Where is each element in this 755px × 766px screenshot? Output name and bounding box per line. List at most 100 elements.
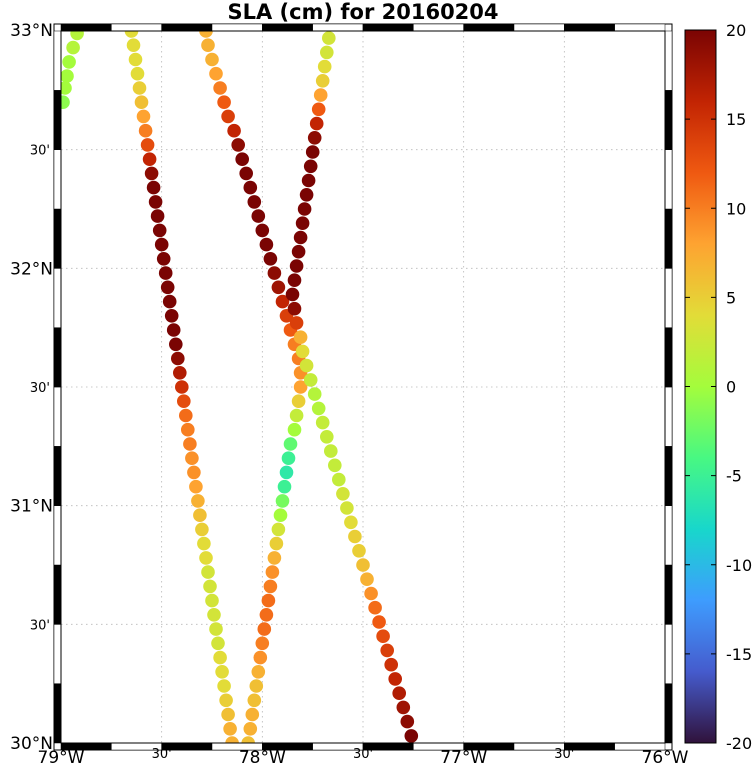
frame-segment-top — [312, 23, 364, 32]
sla-point — [213, 650, 227, 665]
track-3 — [124, 31, 239, 743]
y-tick-label: 31°N — [10, 497, 53, 517]
sla-point — [384, 657, 399, 672]
sla-point — [336, 487, 350, 501]
frame-segment-top — [463, 23, 515, 32]
frame-segment-right — [664, 149, 673, 210]
sla-point — [313, 88, 328, 102]
frame-segment-left — [53, 505, 62, 566]
y-tick-label: 33°N — [10, 21, 53, 41]
x-tick-label: 76°W — [642, 748, 689, 766]
sla-point — [275, 294, 290, 309]
frame-segment-right — [664, 268, 673, 328]
sla-point — [287, 422, 302, 437]
sla-point — [227, 123, 241, 138]
sla-point — [201, 38, 215, 52]
frame-segment-right — [664, 505, 673, 566]
frame-segment-left — [53, 149, 62, 210]
sla-point — [221, 707, 235, 722]
sla-point — [146, 180, 161, 195]
sla-point — [293, 380, 308, 394]
sla-point — [400, 714, 415, 729]
frame-inner-border — [60, 30, 666, 744]
sla-point — [70, 31, 84, 41]
sla-point — [305, 145, 320, 159]
sla-point — [243, 180, 258, 195]
colorbar: 20 15 10 5 0 -5 -10 -15 -20 — [684, 21, 752, 753]
sla-point — [277, 479, 292, 494]
sla-point — [271, 522, 286, 537]
sla-point — [293, 330, 308, 345]
sla-point — [207, 608, 221, 622]
y-tick-label: 30' — [30, 381, 50, 396]
sla-point — [253, 650, 268, 665]
sla-point — [271, 280, 286, 295]
sla-point — [348, 529, 362, 544]
sla-point — [140, 138, 155, 152]
colorbar-tick-label: 15 — [726, 110, 746, 129]
sla-point — [255, 636, 270, 651]
sla-point — [124, 31, 139, 38]
sla-point — [380, 643, 395, 658]
sla-point — [273, 508, 288, 522]
sla-point — [154, 237, 169, 252]
frame-segment-left — [53, 208, 62, 269]
sla-point — [134, 95, 149, 109]
track-2 — [199, 31, 308, 743]
sla-point — [287, 273, 302, 288]
sla-point — [257, 622, 272, 636]
sla-point — [376, 629, 390, 643]
sla-point — [239, 166, 253, 181]
sla-point — [235, 152, 249, 166]
sla-point — [356, 558, 370, 572]
sla-point — [328, 458, 342, 473]
frame-segment-left — [53, 446, 62, 506]
sla-point — [205, 52, 219, 67]
sla-point — [247, 195, 262, 209]
sla-point — [279, 465, 294, 480]
sla-point — [217, 95, 231, 109]
sla-point — [132, 81, 147, 95]
frame-segment-top — [413, 23, 464, 32]
sla-point — [181, 422, 195, 437]
chart-title: SLA (cm) for 20160204 — [227, 0, 498, 24]
colorbar-tick-label: 20 — [726, 21, 746, 40]
sla-point — [191, 494, 205, 508]
sla-point — [201, 565, 215, 579]
track-4 — [285, 31, 419, 743]
sla-point — [183, 437, 197, 451]
sla-point — [340, 501, 354, 515]
sla-point — [388, 672, 403, 686]
sla-point — [352, 544, 366, 558]
sla-point — [265, 565, 280, 579]
sla-point — [299, 188, 314, 202]
sla-point — [283, 437, 298, 451]
sla-point — [267, 551, 282, 565]
sla-point — [315, 415, 330, 430]
frame-segment-top — [211, 23, 263, 32]
sla-point — [368, 600, 382, 615]
sla-point — [130, 66, 145, 81]
sla-point — [221, 109, 235, 124]
y-tick-label: 30' — [30, 144, 50, 159]
sla-point — [61, 69, 74, 83]
x-tick-label: 79°W — [38, 748, 85, 766]
sla-point — [364, 586, 378, 601]
frame-segment-left — [53, 386, 62, 447]
sla-point — [171, 351, 185, 366]
sla-point — [209, 66, 223, 81]
sla-point — [301, 173, 316, 188]
grid-lines — [61, 31, 665, 743]
frame-segment-left — [53, 327, 62, 388]
sla-point — [299, 358, 314, 373]
sla-point — [289, 408, 304, 423]
x-axis-ticks: 79°W 30' 78°W 30' 77°W 30' 76°W — [38, 747, 689, 766]
sla-point — [225, 736, 239, 743]
sla-point — [185, 451, 199, 466]
sla-point — [243, 722, 258, 736]
frame-segment-top — [161, 23, 213, 32]
frame-segment-right — [664, 446, 673, 506]
sla-point — [126, 38, 141, 52]
sla-point — [255, 223, 270, 238]
sla-point — [217, 679, 231, 693]
